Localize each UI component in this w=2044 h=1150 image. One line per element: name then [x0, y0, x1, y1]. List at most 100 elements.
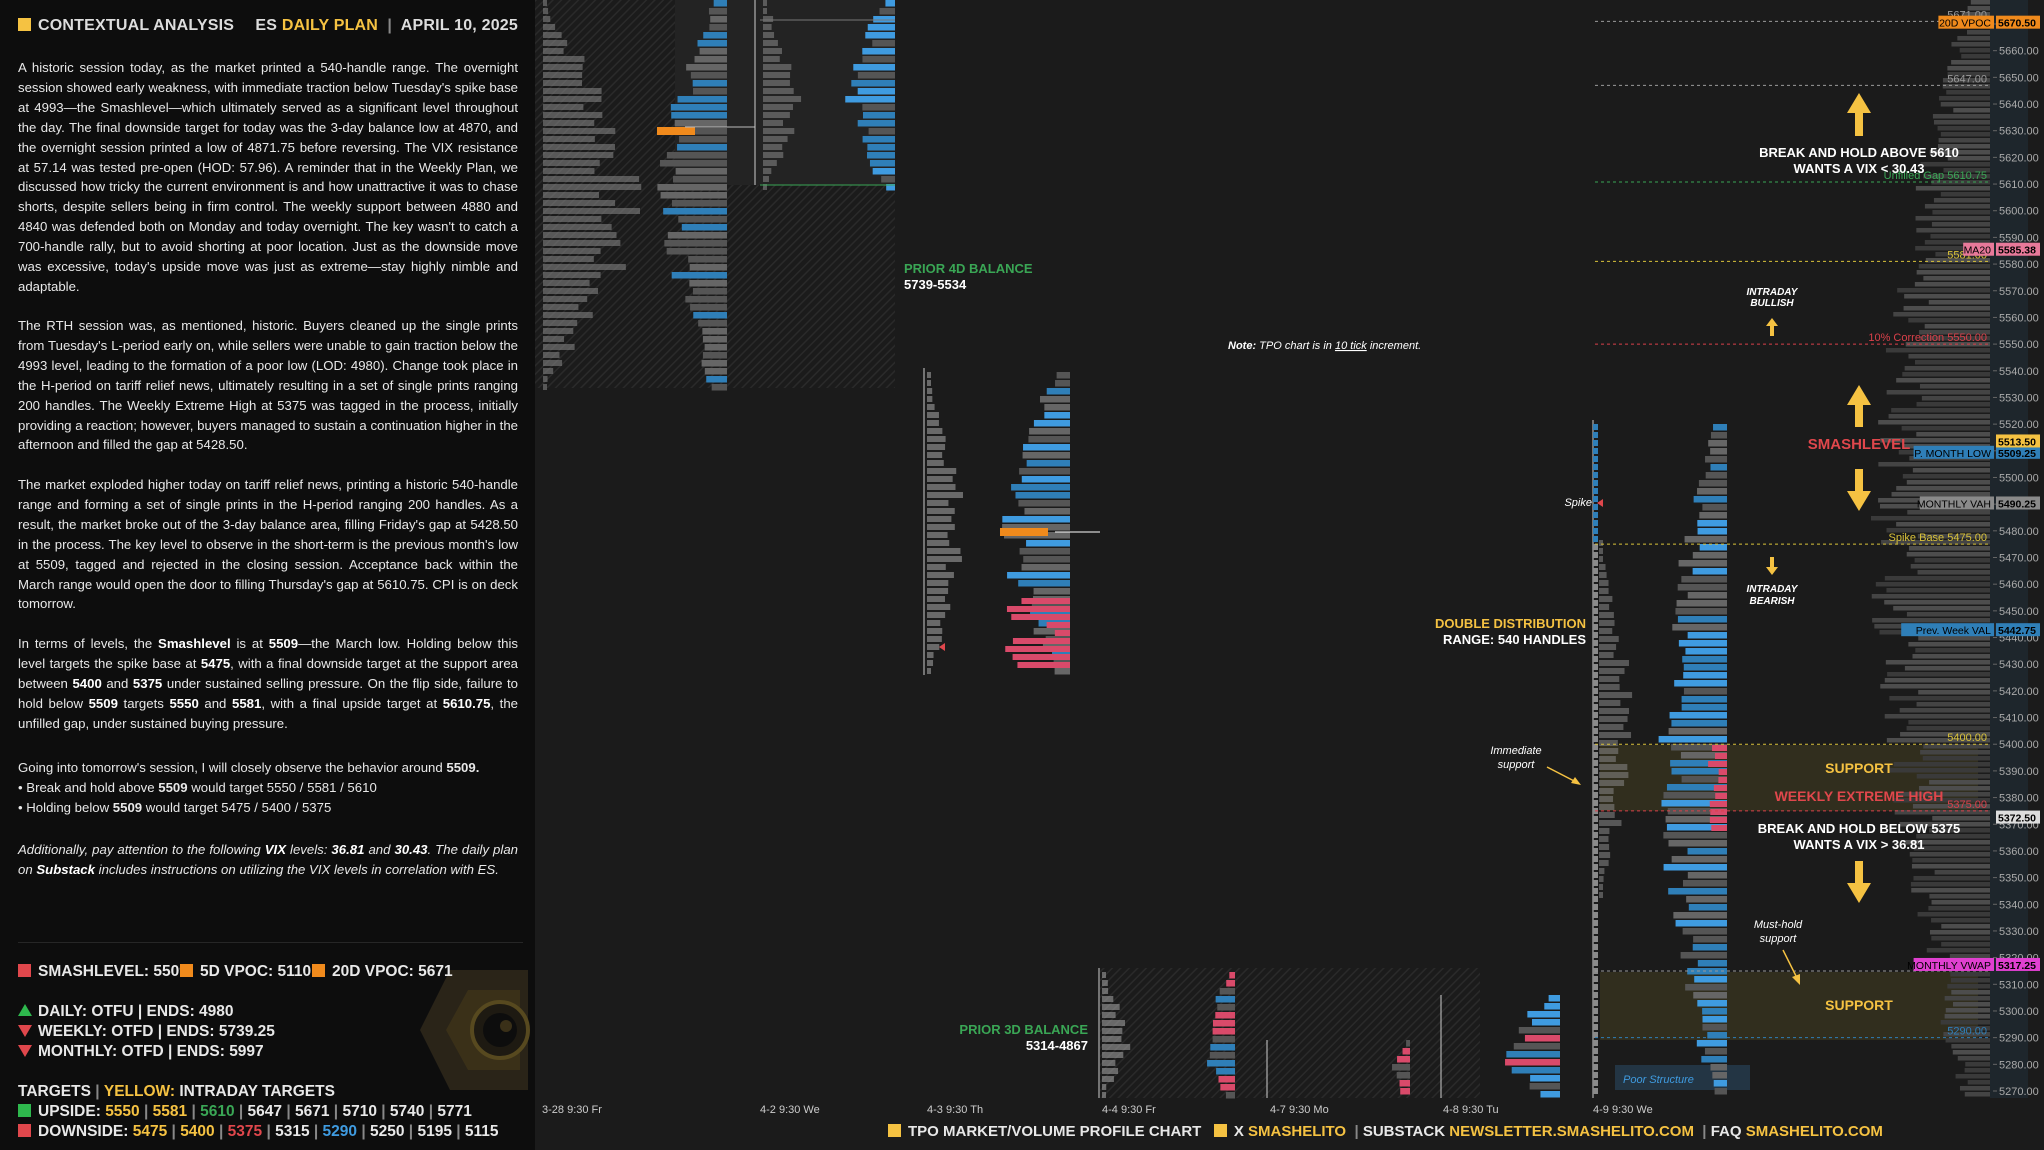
tpo-letters: [543, 200, 616, 206]
tpo-letters: [1599, 652, 1614, 658]
profile-bar: [1872, 618, 1990, 623]
profile-bar: [1531, 1019, 1560, 1026]
tpo-letters: [1599, 876, 1604, 882]
profile-bar: [1912, 468, 1990, 473]
profile-bar: [851, 80, 895, 87]
tpo-letters: [543, 232, 617, 238]
tpo-period: [1593, 656, 1598, 662]
profile-region-4-4: [1100, 968, 1480, 1098]
profile-bar: [1677, 584, 1727, 591]
tpo-letters: [1599, 860, 1609, 866]
tpo-letters: [927, 412, 939, 418]
price-tag-label-box: [1919, 496, 1994, 510]
tomorrow-bullet-1: • Break and hold above 5509 would target…: [18, 780, 377, 795]
price-tag-box: [1996, 623, 2040, 637]
profile-bar: [1046, 622, 1070, 628]
poc-bar: [657, 127, 695, 135]
tpo-period: [1593, 616, 1598, 622]
tpo-letters: [927, 508, 955, 514]
profile-bar: [1932, 114, 1990, 119]
profile-bar: [1680, 752, 1727, 759]
arrow-up-icon: [1766, 93, 1871, 427]
profile-bar: [1929, 930, 1990, 935]
axis-tick-label: 5640.00: [1999, 99, 2039, 111]
profile-bar: [862, 104, 895, 111]
tpo-period: [1593, 480, 1598, 486]
tpo-period: [1593, 1016, 1598, 1022]
footer-faq-link[interactable]: SMASHELITO.COM: [1745, 1123, 1883, 1140]
profile-bar: [699, 48, 727, 55]
profile-bar: [1938, 138, 1990, 143]
profile-bar: [1950, 978, 1990, 983]
tpo-letters: [1599, 740, 1618, 746]
tpo-letters: [763, 152, 784, 158]
profile-bar: [1696, 1040, 1727, 1047]
break-below-line-1: BREAK AND HOLD BELOW 5375: [1758, 821, 1960, 836]
profile-bar: [1940, 102, 1990, 107]
profile-bar: [1671, 856, 1727, 863]
profile-bar: [1684, 536, 1727, 543]
profile-bar: [1687, 872, 1727, 879]
profile-bar: [1710, 464, 1727, 471]
tpo-letters: [1599, 788, 1614, 794]
profile-bar: [1544, 1003, 1560, 1010]
tpo-letters: [763, 0, 767, 6]
profile-bar: [1681, 576, 1727, 583]
volume-profile-shade: [1990, 0, 2028, 1098]
profile-bar: [1018, 580, 1070, 587]
profile-bar: [1878, 462, 1990, 467]
profile-bar: [1212, 1036, 1235, 1043]
tpo-letters: [1599, 636, 1619, 642]
profile-bar: [663, 208, 727, 215]
tpo-period: [1593, 1032, 1598, 1038]
profile-bar: [1002, 516, 1070, 523]
profile-bar: [1880, 438, 1990, 443]
profile-bar: [1924, 240, 1990, 245]
tpo-period: [1593, 448, 1598, 454]
footer-substack-link[interactable]: NEWSLETTER.SMASHELITO.COM: [1449, 1123, 1694, 1140]
double-dist-line-1: DOUBLE DISTRIBUTION: [1435, 616, 1586, 631]
profile-bar: [867, 24, 895, 31]
tpo-letters: [1599, 588, 1609, 594]
intraday-bullish-2: BULLISH: [1750, 298, 1794, 309]
price-tag-value: 5585.38: [1998, 245, 2036, 257]
profile-bar: [1908, 642, 1990, 647]
profile-bar: [1698, 480, 1727, 487]
support-zone-lower: [1600, 972, 1978, 1040]
profile-bar: [1915, 186, 1990, 191]
axis-tick-label: 5270.00: [1999, 1086, 2039, 1098]
tpo-letters: [927, 476, 953, 482]
tpo-period: [1593, 976, 1598, 982]
profile-bar: [1941, 942, 1990, 947]
profile-bar: [868, 128, 895, 135]
profile-bar: [1677, 616, 1727, 623]
profile-bar: [1881, 540, 1990, 545]
tpo-letters: [1102, 1020, 1126, 1026]
tpo-period: [1593, 664, 1598, 670]
profile-bar: [1678, 640, 1727, 647]
tpo-period: [1593, 752, 1598, 758]
profile-bar: [1044, 412, 1070, 419]
profile-bar: [1229, 972, 1235, 979]
tpo-letters: [1599, 668, 1625, 674]
profile-bar: [1710, 1064, 1727, 1071]
profile-bar: [1709, 817, 1727, 823]
tpo-period: [1593, 688, 1598, 694]
profile-bar: [1687, 632, 1727, 639]
tpo-letters: [1599, 676, 1620, 682]
profile-bar: [1505, 1059, 1560, 1066]
profile-bar: [1023, 556, 1070, 563]
profile-bar: [862, 56, 895, 63]
profile-bar: [1907, 510, 1990, 515]
profile-bar: [1663, 832, 1727, 839]
tpo-letters: [927, 612, 946, 618]
profile-bar: [1893, 606, 1990, 611]
footer-x-handle[interactable]: SMASHELITO: [1248, 1123, 1347, 1140]
profile-bar: [1891, 408, 1990, 413]
tpo-letters: [1599, 612, 1614, 618]
profile-bar: [1705, 472, 1727, 479]
tpo-period: [1593, 592, 1598, 598]
profile-bar: [1692, 552, 1727, 559]
tpo-letters: [1599, 620, 1615, 626]
